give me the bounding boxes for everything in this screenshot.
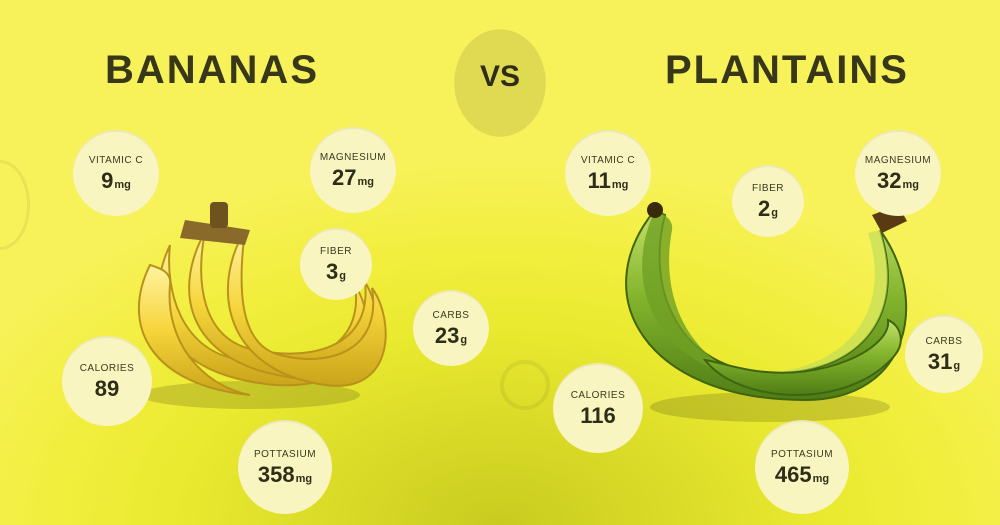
stat-right-mag: MAGNESIUM 32mg: [855, 130, 941, 216]
stat-label: MAGNESIUM: [320, 152, 386, 163]
stat-value: 9mg: [101, 170, 131, 192]
stat-value: 27mg: [332, 167, 374, 189]
banana-image: [110, 190, 390, 410]
stat-right-carbs: CARBS 31g: [905, 315, 983, 393]
stat-label: FIBER: [752, 183, 784, 194]
stat-value: 31g: [928, 351, 960, 373]
stat-value: 3g: [326, 261, 346, 283]
stat-label: VITAMIC C: [89, 155, 143, 166]
stat-value: 358mg: [258, 464, 312, 486]
stat-value: 23g: [435, 325, 467, 347]
stat-value: 2g: [758, 198, 778, 220]
bg-circle-deco: [500, 360, 550, 410]
right-title: PLANTAINS: [665, 48, 909, 93]
bg-circle-deco: [0, 160, 30, 250]
stat-right-pot: POTTASIUM 465mg: [755, 420, 849, 514]
stat-label: CARBS: [926, 336, 963, 347]
stat-left-carbs: CARBS 23g: [413, 290, 489, 366]
stat-left-cal: CALORIES 89: [62, 336, 152, 426]
stat-value: 11mg: [588, 170, 629, 192]
stat-value: 465mg: [775, 464, 829, 486]
vs-label: VS: [480, 60, 520, 94]
stat-label: CALORIES: [571, 390, 626, 401]
stat-left-mag: MAGNESIUM 27mg: [310, 127, 396, 213]
stat-left-pot: POTTASIUM 358mg: [238, 420, 332, 514]
stat-right-vitc: VITAMIC C 11mg: [565, 130, 651, 216]
stat-label: POTTASIUM: [254, 449, 316, 460]
stat-right-cal: CALORIES 116: [553, 363, 643, 453]
stat-left-vitc: VITAMIC C 9mg: [73, 130, 159, 216]
stat-left-fiber: FIBER 3g: [300, 228, 372, 300]
stat-label: VITAMIC C: [581, 155, 635, 166]
stat-value: 116: [580, 405, 616, 427]
stat-label: POTTASIUM: [771, 449, 833, 460]
stat-value: 89: [95, 378, 119, 400]
stat-value: 32mg: [877, 170, 919, 192]
stat-right-fiber: FIBER 2g: [732, 165, 804, 237]
stat-label: CARBS: [433, 310, 470, 321]
stat-label: FIBER: [320, 246, 352, 257]
stat-label: MAGNESIUM: [865, 155, 931, 166]
stat-label: CALORIES: [80, 363, 135, 374]
left-title: BANANAS: [105, 48, 319, 93]
